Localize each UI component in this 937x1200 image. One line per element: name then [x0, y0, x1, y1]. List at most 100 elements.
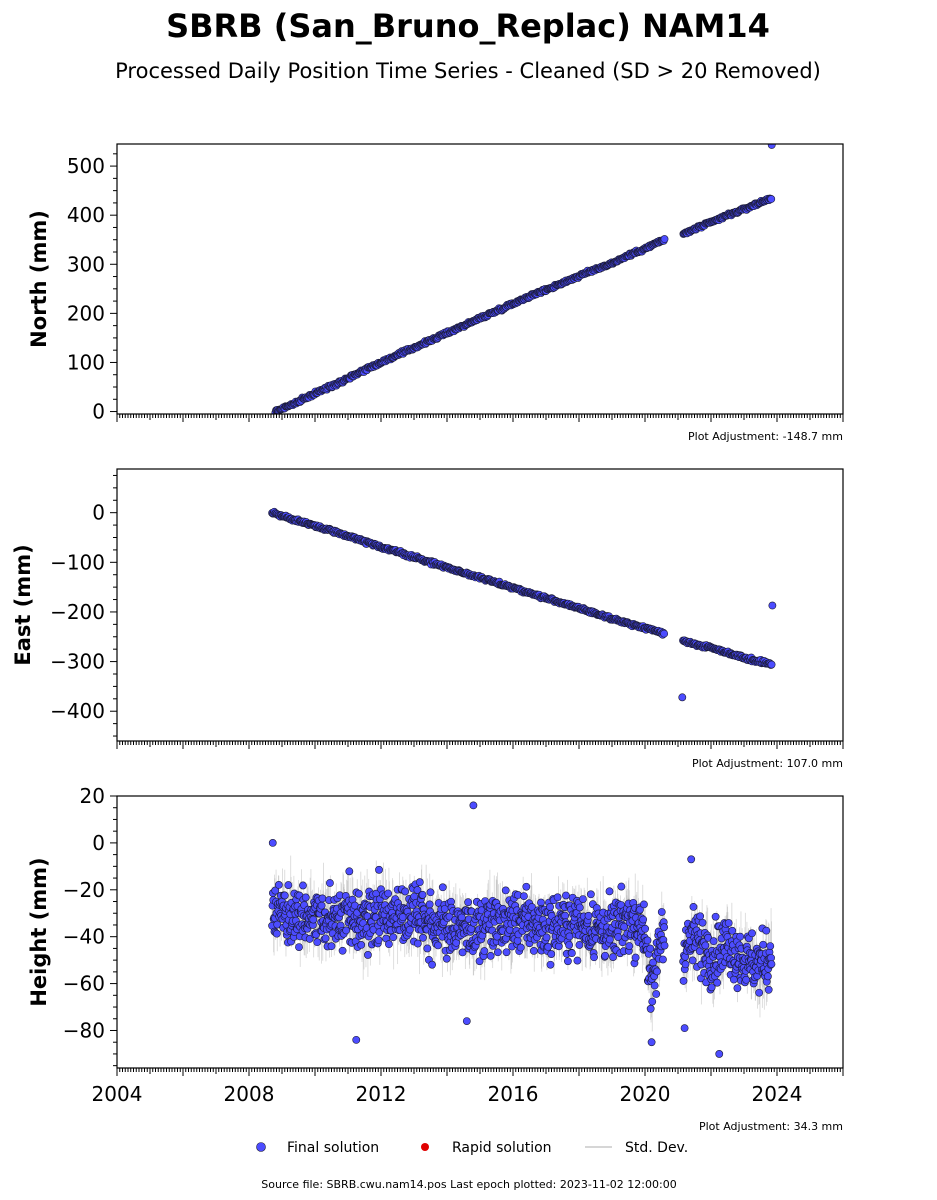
- panel-height: −80 −60 −40 −20 0 20 2004 2008 2012 2016 2020 2024 H…: [27, 784, 844, 1133]
- plot-adjustment-east: Plot Adjustment: 107.0 mm: [692, 757, 843, 770]
- figure-title: SBRB (San_Bruno_Replac) NAM14: [166, 7, 770, 45]
- legend-label-stddev: Std. Dev.: [625, 1140, 688, 1156]
- y-tick-label: −400: [50, 699, 105, 723]
- data-point: [354, 889, 363, 898]
- data-point: [605, 887, 614, 896]
- data-point: [401, 887, 410, 896]
- y-tick-label: −60: [63, 972, 105, 996]
- data-point: [575, 903, 584, 912]
- y-tick-label: −40: [63, 925, 105, 949]
- data-point: [364, 951, 372, 959]
- data-point: [301, 893, 310, 902]
- y-tick-label: 100: [67, 350, 105, 374]
- data-point: [643, 936, 652, 945]
- data-point: [480, 947, 489, 955]
- data-point: [413, 939, 422, 948]
- data-point: [326, 879, 334, 887]
- data-point: [547, 950, 556, 958]
- data-point: [413, 886, 422, 894]
- data-point: [724, 919, 733, 927]
- x-tick-label: 2024: [752, 1082, 803, 1106]
- y-tick-label: −200: [50, 600, 105, 624]
- x-tick-label: 2016: [488, 1082, 539, 1106]
- data-point: [475, 957, 484, 966]
- data-point: [646, 1004, 655, 1013]
- data-point: [520, 892, 528, 901]
- y-axis-height: −80 −60 −40 −20 0 20: [63, 784, 117, 1067]
- data-point: [273, 920, 282, 929]
- data-point: [564, 957, 572, 966]
- data-point: [280, 891, 289, 900]
- data-point: [562, 891, 570, 900]
- series-final-north: [271, 144, 776, 414]
- data-point: [766, 942, 775, 950]
- data-point: [767, 195, 776, 203]
- data-point: [426, 888, 435, 897]
- series-final-height: [268, 801, 776, 1058]
- data-point: [418, 890, 427, 899]
- data-point: [660, 235, 669, 243]
- data-point: [648, 997, 657, 1006]
- outlier-point: [678, 693, 687, 702]
- data-point: [657, 908, 666, 916]
- data-point: [759, 940, 768, 949]
- data-point: [679, 977, 688, 985]
- x-tick-label: 2008: [224, 1082, 275, 1106]
- data-point: [660, 923, 669, 932]
- y-tick-label: 20: [80, 784, 105, 808]
- data-point: [767, 960, 776, 969]
- data-point: [295, 943, 303, 952]
- data-point: [385, 940, 393, 949]
- y-tick-label: 300: [67, 252, 105, 276]
- data-point: [652, 990, 661, 998]
- data-point: [711, 912, 720, 921]
- data-point: [764, 985, 773, 994]
- figure-subtitle: Processed Daily Position Time Series - C…: [115, 59, 821, 83]
- data-point: [579, 895, 587, 903]
- data-point: [384, 889, 393, 898]
- data-point: [415, 878, 424, 887]
- data-point: [546, 903, 554, 911]
- data-point: [513, 936, 522, 945]
- data-point: [767, 660, 776, 669]
- data-point: [342, 926, 351, 935]
- data-point: [313, 938, 322, 947]
- data-point: [650, 981, 659, 990]
- data-point: [299, 881, 307, 890]
- y-tick-label: 0: [92, 400, 105, 424]
- data-point: [696, 912, 705, 921]
- data-point: [660, 629, 669, 638]
- outlier-point: [462, 1017, 471, 1026]
- data-point: [762, 926, 771, 935]
- data-point: [272, 929, 281, 938]
- y-axis-east: −400 −300 −200 −100 0: [50, 474, 117, 737]
- series-final-east: [268, 507, 777, 702]
- data-point: [631, 953, 640, 962]
- data-point: [748, 929, 756, 938]
- data-point: [522, 882, 531, 891]
- data-point: [434, 941, 442, 950]
- data-point: [554, 942, 563, 951]
- data-point: [553, 893, 562, 902]
- data-point: [501, 886, 510, 895]
- data-point: [755, 988, 764, 997]
- data-point: [438, 883, 447, 892]
- data-point: [338, 946, 347, 955]
- y-tick-label: 400: [67, 203, 105, 227]
- data-point: [327, 942, 336, 951]
- legend-item-stddev: Std. Dev.: [585, 1140, 688, 1156]
- data-point: [653, 967, 661, 976]
- data-point: [502, 948, 511, 957]
- plot-adjustment-north: Plot Adjustment: -148.7 mm: [688, 430, 843, 443]
- data-point: [713, 978, 722, 987]
- data-point: [544, 942, 553, 951]
- data-point: [458, 948, 467, 957]
- legend-label-final: Final solution: [287, 1140, 379, 1156]
- data-point: [707, 983, 716, 992]
- y-tick-label: 500: [67, 154, 105, 178]
- data-point: [561, 911, 570, 920]
- data-point: [374, 936, 383, 945]
- data-point: [636, 905, 644, 914]
- data-point: [406, 925, 414, 934]
